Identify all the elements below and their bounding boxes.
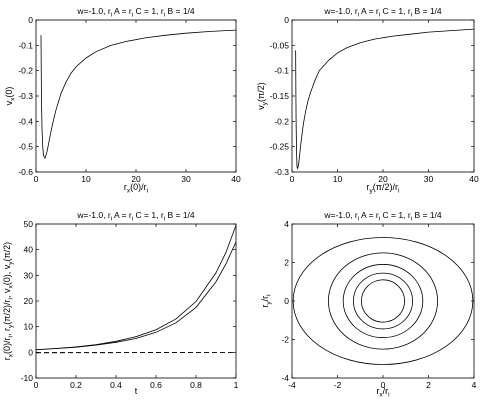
y-tick-label: 50 (24, 219, 34, 229)
orbit-curve-5 (292, 237, 474, 365)
axes-frame (291, 223, 475, 379)
y-tick-label: -0.3 (274, 167, 289, 177)
orbit-curve-3 (342, 264, 424, 338)
y-tick-label: -0.6 (18, 167, 33, 177)
chart-panel-4: -4 -2 0 2 4 -4 -2 0 2 4 w=-1.0, ri A = ri C = 1, r… (260, 210, 477, 399)
y-tick-label: 0 (28, 347, 33, 357)
y-tick-label: -0.1 (274, 66, 289, 76)
y-tick-label: -4 (281, 373, 289, 383)
series-line-2 (36, 225, 236, 351)
y-tick-label: -0.5 (18, 142, 33, 152)
x-tick-label: 20 (131, 174, 141, 184)
y-tick-label: 4 (284, 219, 289, 229)
x-tick-label: 0.6 (150, 380, 162, 390)
y-axis-label: rx(0)/ri, ry(π/2)/ri, vx(0), vy(π/2) (2, 242, 15, 360)
x-tick-label: 0.4 (110, 380, 122, 390)
series-line-1 (36, 241, 236, 351)
x-axis-label: ry(π/2)/ri (367, 182, 400, 195)
x-tick-label: 10 (333, 174, 343, 184)
y-tick-label: 2 (284, 258, 289, 268)
chart-title: w=-1.0, ri A = ri C = 1, ri B = 1/4 (323, 6, 442, 19)
x-axis-label: rx/ri (376, 386, 389, 399)
y-tick-label: -0.25 (270, 142, 290, 152)
y-tick-label: 0 (28, 15, 33, 25)
plot-area (295, 28, 474, 170)
x-tick-label: 0.2 (70, 380, 82, 390)
x-tick-label: 0 (34, 380, 39, 390)
chart-panel-2: 0 10 20 30 40 0 -0.05 -0.1 -0.15 -0.2 -0.25 -0.3 w=-… (256, 6, 479, 195)
y-tick-label: 0 (284, 296, 289, 306)
y-tick-label: -2 (281, 335, 289, 345)
x-tick-label: -4 (288, 380, 296, 390)
y-tick-label: -0.2 (274, 116, 289, 126)
x-axis-label: rx(0)/ri (124, 182, 148, 195)
x-tick-label: 40 (469, 174, 479, 184)
y-axis-label: vx(0) (4, 87, 17, 106)
x-tick-label: 0.8 (190, 380, 202, 390)
plot-area (40, 29, 236, 160)
y-tick-label: 20 (24, 296, 34, 306)
axes-frame (35, 223, 237, 379)
y-tick-label: -0.3 (18, 91, 33, 101)
series-line-1 (40, 29, 236, 160)
x-tick-label: 10 (81, 174, 91, 184)
x-tick-label: 40 (231, 174, 241, 184)
axes-frame (35, 19, 237, 173)
axes-frame (291, 19, 475, 173)
y-tick-label: 0 (284, 15, 289, 25)
x-tick-label: 0 (290, 174, 295, 184)
y-tick-label: -0.4 (18, 116, 33, 126)
x-tick-label: 0 (34, 174, 39, 184)
x-tick-label: 20 (378, 174, 388, 184)
y-tick-label: 40 (24, 245, 34, 255)
x-tick-label: 0 (381, 380, 386, 390)
y-tick-label: 30 (24, 270, 34, 280)
y-tick-label: -0.05 (270, 40, 290, 50)
chart-title: w=-1.0, ri A = ri C = 1, ri B = 1/4 (76, 210, 195, 223)
plot-area (36, 225, 236, 354)
x-tick-label: 30 (181, 174, 191, 184)
chart-title: w=-1.0, ri A = ri C = 1, ri B = 1/4 (76, 6, 195, 19)
series-line-1 (295, 28, 474, 170)
y-axis-label: ry/ri (260, 294, 273, 307)
y-tick-label: -0.2 (18, 66, 33, 76)
y-tick-label: -10 (21, 373, 34, 383)
chart-title: w=-1.0, ri A = ri C = 1, ri B = 1/4 (323, 210, 442, 223)
chart-panel-1: 0 10 20 30 40 0 -0.1 -0.2 -0.3 -0.4 -0.5 -0.6 w=-1.0… (4, 6, 241, 195)
x-axis-label: t (135, 386, 138, 396)
x-tick-label: -2 (334, 380, 342, 390)
orbit-curve-4 (327, 252, 438, 350)
x-tick-label: 1 (234, 380, 239, 390)
y-tick-label: -0.15 (270, 91, 290, 101)
x-tick-label: 30 (424, 174, 434, 184)
y-tick-label: -0.1 (18, 40, 33, 50)
orbit-curve-2 (353, 272, 413, 330)
y-tick-label: 10 (24, 322, 34, 332)
plot-area (292, 237, 474, 365)
y-axis-label: vy(π/2) (256, 82, 269, 109)
x-tick-label: 4 (472, 380, 477, 390)
orbit-curve-1 (360, 279, 406, 323)
x-tick-label: 2 (426, 380, 431, 390)
